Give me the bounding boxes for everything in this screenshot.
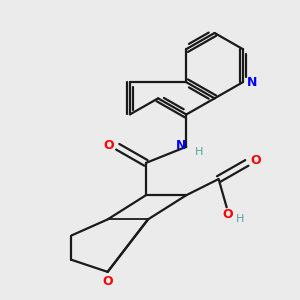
Text: O: O	[250, 154, 261, 167]
Text: O: O	[103, 139, 114, 152]
Text: H: H	[236, 214, 244, 224]
Text: N: N	[176, 140, 187, 152]
Text: O: O	[222, 208, 233, 221]
Text: O: O	[102, 275, 113, 289]
Text: H: H	[195, 147, 203, 157]
Text: N: N	[247, 76, 257, 89]
